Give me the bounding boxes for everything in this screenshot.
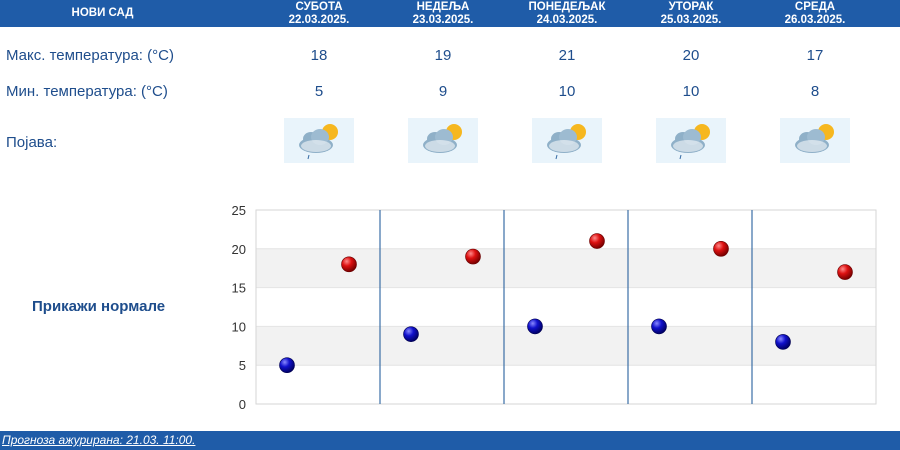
max-temp-point	[837, 264, 853, 280]
min-temp-value: 10	[558, 83, 576, 100]
min-temp-value: 5	[314, 83, 324, 100]
min-temperature-label: Мин. температура: (°C)	[6, 83, 168, 100]
min-temp-value: 10	[682, 83, 700, 100]
day-header-2: НЕДЕЉА 23.03.2025.	[398, 0, 488, 27]
max-temp-point	[341, 256, 357, 273]
day-date: 25.03.2025.	[660, 14, 722, 26]
max-temp-value: 18	[310, 47, 328, 64]
min-temp-point	[775, 334, 791, 350]
day-date: 24.03.2025.	[536, 14, 598, 26]
phenomenon-label: Појава:	[6, 134, 58, 151]
forecast-header: НОВИ САД СУБОТА 22.03.2025. НЕДЕЉА 23.03…	[0, 0, 900, 27]
y-tick-label: 20	[232, 242, 246, 257]
max-temp-point	[465, 248, 481, 265]
day-name: СРЕДА	[794, 1, 836, 13]
min-temp-value: 9	[438, 83, 448, 100]
forecast-updated-text: Прогноза ажурирана: 21.03. 11:00.	[2, 433, 196, 447]
day-header-1: СУБОТА 22.03.2025.	[274, 0, 364, 27]
max-temp-point	[589, 233, 605, 249]
day-name: НЕДЕЉА	[416, 1, 470, 13]
max-temp-value: 19	[434, 47, 452, 64]
max-temp-value: 17	[806, 47, 824, 64]
y-tick-label: 25	[232, 203, 246, 218]
day-name: СУБОТА	[295, 1, 343, 13]
day-name: УТОРАК	[668, 1, 714, 13]
min-temp-point	[279, 357, 295, 374]
partly-cloudy-light-rain-icon	[284, 118, 354, 163]
day-header-3: ПОНЕДЕЉАК 24.03.2025.	[517, 0, 617, 27]
partly-cloudy-light-rain-icon	[532, 118, 602, 163]
day-date: 26.03.2025.	[784, 14, 846, 26]
partly-cloudy-light-rain-icon	[656, 118, 726, 163]
min-temp-point	[403, 326, 419, 342]
min-temp-value: 8	[810, 83, 820, 100]
max-temp-value: 20	[682, 47, 700, 64]
day-name: ПОНЕДЕЉАК	[528, 1, 606, 13]
min-temp-point	[651, 318, 667, 335]
y-tick-label: 10	[232, 319, 246, 334]
partly-cloudy-icon	[408, 118, 478, 163]
max-temperature-label: Макс. температура: (°C)	[6, 47, 174, 64]
footer-bar: Прогноза ажурирана: 21.03. 11:00.	[0, 431, 900, 450]
y-tick-label: 5	[239, 358, 246, 373]
day-header-4: УТОРАК 25.03.2025.	[646, 0, 736, 27]
city-name: НОВИ САД	[71, 7, 134, 19]
max-temp-value: 21	[558, 47, 576, 64]
plot-border	[255, 209, 877, 405]
show-normals-link[interactable]: Прикажи нормале	[32, 298, 166, 315]
day-date: 22.03.2025.	[288, 14, 350, 26]
max-temp-point	[713, 241, 729, 257]
y-tick-label: 0	[239, 397, 246, 412]
min-temp-point	[527, 318, 543, 335]
day-date: 23.03.2025.	[412, 14, 474, 26]
day-header-5: СРЕДА 26.03.2025.	[770, 0, 860, 27]
partly-cloudy-icon	[780, 118, 850, 163]
y-tick-label: 15	[232, 281, 246, 296]
